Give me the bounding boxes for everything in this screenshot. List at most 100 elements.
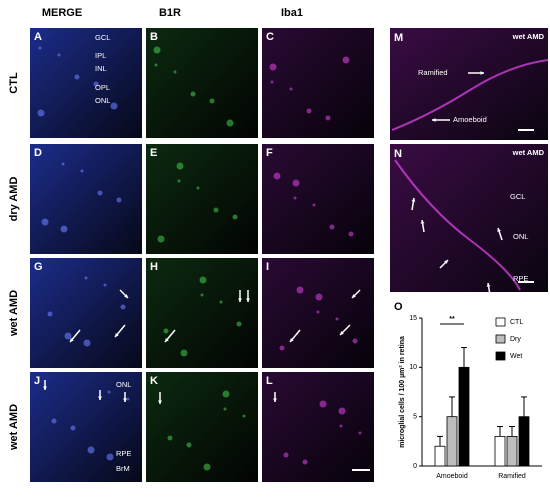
cell-signal xyxy=(283,452,289,458)
column-header: Iba1 xyxy=(281,7,303,19)
cell-signal xyxy=(74,74,80,80)
micrograph xyxy=(390,28,548,140)
bar xyxy=(434,445,446,467)
cell-label: Ramified xyxy=(418,68,448,77)
cell-signal xyxy=(223,407,227,411)
panel-letter: M xyxy=(394,32,403,44)
arrow-head xyxy=(43,386,47,390)
micrograph xyxy=(30,258,142,368)
micrograph xyxy=(30,372,142,482)
cell-signal xyxy=(270,80,274,84)
panel-letter: E xyxy=(150,147,157,159)
cell-signal xyxy=(154,63,158,67)
micrograph xyxy=(146,144,258,254)
layer-label: RPE xyxy=(513,274,528,283)
panel-letter: B xyxy=(150,31,158,43)
y-tick-label: 5 xyxy=(413,414,417,421)
row-label: wet AMD xyxy=(8,404,20,451)
layer-label: RPE xyxy=(116,449,131,458)
cell-signal xyxy=(329,224,335,230)
cell-signal xyxy=(83,339,91,347)
cell-signal xyxy=(190,91,196,97)
legend-label: CTL xyxy=(510,319,523,326)
cell-signal xyxy=(70,425,76,431)
panel-letter: G xyxy=(34,261,43,273)
layer-label: BrM xyxy=(116,464,130,473)
cell-signal xyxy=(242,414,246,418)
column-header: B1R xyxy=(159,7,181,19)
legend-label: Wet xyxy=(510,353,522,360)
cell-signal xyxy=(213,207,219,213)
micrograph xyxy=(146,372,258,482)
arrow-head xyxy=(115,333,119,337)
cell-signal xyxy=(236,321,242,327)
cell-label: Amoeboid xyxy=(453,115,487,124)
cell-signal xyxy=(338,407,346,415)
column-header: MERGE xyxy=(42,7,82,19)
layer-label: OPL xyxy=(95,83,110,92)
arrow-head xyxy=(70,338,74,342)
vessel xyxy=(391,59,549,131)
x-tick-label: Amoeboid xyxy=(436,473,468,480)
arrow-head xyxy=(124,294,128,298)
cell-signal xyxy=(269,63,277,71)
legend-swatch xyxy=(495,334,506,344)
cell-signal xyxy=(107,390,111,394)
cell-signal xyxy=(37,109,45,117)
cell-signal xyxy=(153,46,161,54)
micrograph xyxy=(146,28,258,138)
cell-signal xyxy=(279,345,285,351)
panel-letter: N xyxy=(394,148,402,160)
cell-signal xyxy=(199,276,207,284)
bar xyxy=(446,416,458,467)
arrow-head xyxy=(238,298,242,302)
micrograph xyxy=(262,372,374,482)
cell-signal xyxy=(163,328,169,334)
cell-signal xyxy=(116,197,122,203)
cell-signal xyxy=(157,235,165,243)
panel-letter: H xyxy=(150,261,158,273)
cell-signal xyxy=(358,431,362,435)
panel-letter: A xyxy=(34,31,42,43)
cell-signal xyxy=(120,304,126,310)
legend-swatch xyxy=(495,351,506,361)
cell-signal xyxy=(110,102,118,110)
x-tick-label: Ramified xyxy=(498,473,526,480)
cell-signal xyxy=(335,317,339,321)
y-tick-label: 15 xyxy=(409,315,417,322)
cell-signal xyxy=(80,169,84,173)
arrow-head xyxy=(432,118,436,122)
cell-signal xyxy=(176,162,184,170)
bar xyxy=(518,416,530,467)
cell-signal xyxy=(61,162,65,166)
row-label: wet AMD xyxy=(8,290,20,337)
cell-signal xyxy=(339,424,343,428)
micrograph xyxy=(262,144,374,254)
cell-signal xyxy=(87,446,95,454)
y-tick-label: 10 xyxy=(409,364,417,371)
panel-title: wet AMD xyxy=(512,148,545,157)
arrow-head xyxy=(444,260,448,264)
cell-signal xyxy=(93,81,99,87)
arrow-head xyxy=(420,220,425,224)
cell-signal xyxy=(342,56,350,64)
cell-signal xyxy=(325,115,331,121)
arrow-head xyxy=(246,298,250,302)
cell-signal xyxy=(51,418,57,424)
arrow-head xyxy=(352,294,356,298)
micrograph xyxy=(30,28,142,138)
panel-letter: O xyxy=(394,301,403,313)
arrow-head xyxy=(123,398,127,402)
micrograph xyxy=(390,144,548,292)
bar xyxy=(458,366,470,467)
panel-letter: C xyxy=(266,31,274,43)
panel-letter: I xyxy=(266,261,269,273)
layer-label: ONL xyxy=(116,380,131,389)
cell-signal xyxy=(97,190,103,196)
panel-title: wet AMD xyxy=(512,32,545,41)
cell-signal xyxy=(222,390,230,398)
legend-label: Dry xyxy=(510,336,521,343)
significance-label: ** xyxy=(449,316,455,323)
cell-signal xyxy=(103,283,107,287)
